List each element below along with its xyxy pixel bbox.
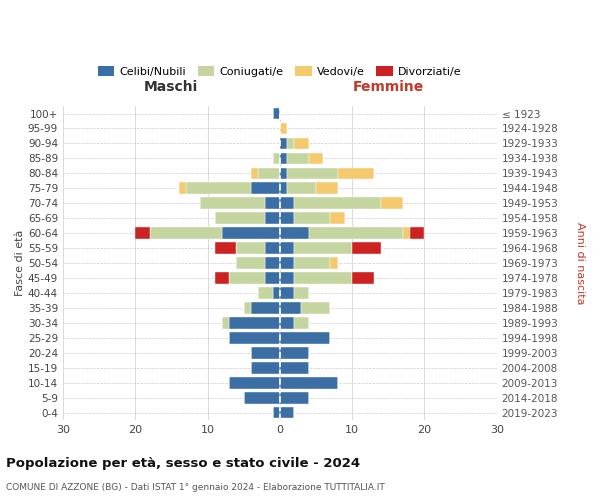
Bar — [215, 212, 265, 224]
Bar — [265, 272, 280, 284]
Text: Popolazione per età, sesso e stato civile - 2024: Popolazione per età, sesso e stato civil… — [6, 458, 360, 470]
Bar — [265, 258, 280, 269]
Bar — [294, 198, 381, 209]
Bar — [272, 407, 280, 418]
Bar — [294, 317, 309, 329]
Bar — [236, 242, 265, 254]
Bar — [251, 302, 280, 314]
Bar — [280, 138, 287, 149]
Bar — [316, 182, 338, 194]
Bar — [280, 258, 294, 269]
Bar — [265, 198, 280, 209]
Bar — [331, 212, 345, 224]
Bar — [272, 152, 280, 164]
Bar — [338, 168, 374, 179]
Bar — [258, 287, 272, 299]
Y-axis label: Fasce di età: Fasce di età — [15, 230, 25, 296]
Bar — [236, 258, 265, 269]
Bar — [280, 272, 294, 284]
Bar — [265, 242, 280, 254]
Bar — [244, 392, 280, 404]
Text: Femmine: Femmine — [353, 80, 424, 94]
Text: Maschi: Maschi — [144, 80, 199, 94]
Bar — [258, 168, 280, 179]
Bar — [294, 242, 352, 254]
Bar — [287, 182, 316, 194]
Bar — [272, 287, 280, 299]
Bar — [301, 302, 331, 314]
Bar — [331, 258, 338, 269]
Bar — [186, 182, 251, 194]
Bar — [251, 168, 258, 179]
Bar — [280, 182, 287, 194]
Bar — [294, 212, 331, 224]
Bar — [410, 228, 424, 239]
Bar — [381, 198, 403, 209]
Bar — [229, 317, 280, 329]
Bar — [280, 347, 309, 358]
Bar — [149, 228, 222, 239]
Bar — [280, 332, 331, 344]
Bar — [251, 362, 280, 374]
Bar — [280, 362, 309, 374]
Bar — [352, 242, 381, 254]
Bar — [280, 152, 287, 164]
Bar — [287, 168, 338, 179]
Bar — [287, 138, 294, 149]
Bar — [215, 272, 229, 284]
Text: COMUNE DI AZZONE (BG) - Dati ISTAT 1° gennaio 2024 - Elaborazione TUTTITALIA.IT: COMUNE DI AZZONE (BG) - Dati ISTAT 1° ge… — [6, 482, 385, 492]
Bar — [280, 212, 294, 224]
Bar — [403, 228, 410, 239]
Bar — [280, 287, 294, 299]
Bar — [280, 302, 301, 314]
Bar — [294, 258, 331, 269]
Bar — [309, 152, 323, 164]
Bar — [309, 228, 403, 239]
Bar — [294, 287, 309, 299]
Bar — [280, 407, 294, 418]
Bar — [222, 228, 280, 239]
Bar — [294, 272, 352, 284]
Bar — [251, 182, 280, 194]
Bar — [272, 108, 280, 120]
Bar — [135, 228, 149, 239]
Bar — [244, 302, 251, 314]
Bar — [287, 152, 309, 164]
Bar — [251, 347, 280, 358]
Legend: Celibi/Nubili, Coniugati/e, Vedovi/e, Divorziati/e: Celibi/Nubili, Coniugati/e, Vedovi/e, Di… — [93, 62, 466, 81]
Bar — [229, 332, 280, 344]
Bar — [280, 377, 338, 388]
Bar — [229, 272, 265, 284]
Bar — [215, 242, 236, 254]
Bar — [352, 272, 374, 284]
Bar — [280, 392, 309, 404]
Bar — [222, 317, 229, 329]
Bar — [280, 317, 294, 329]
Y-axis label: Anni di nascita: Anni di nascita — [575, 222, 585, 304]
Bar — [280, 168, 287, 179]
Bar — [280, 122, 287, 134]
Bar — [265, 212, 280, 224]
Bar — [200, 198, 265, 209]
Bar — [280, 198, 294, 209]
Bar — [179, 182, 186, 194]
Bar — [280, 228, 309, 239]
Bar — [280, 242, 294, 254]
Bar — [294, 138, 309, 149]
Bar — [229, 377, 280, 388]
